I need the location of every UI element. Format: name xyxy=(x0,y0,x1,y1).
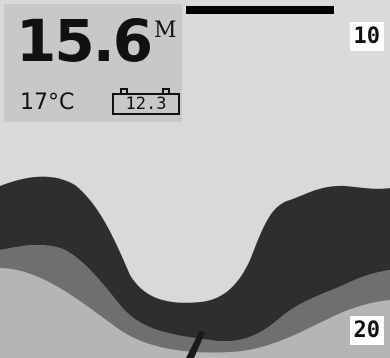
battery-body xyxy=(112,93,180,115)
range-scale-top: 10 xyxy=(349,22,384,51)
bottom-echo-band xyxy=(0,176,390,342)
battery-terminal-left xyxy=(120,88,128,94)
depth-readout: 15.6 xyxy=(16,7,153,75)
depth-unit: M xyxy=(154,18,177,43)
info-panel: 15.6 M 17°C 12.3 xyxy=(4,4,182,122)
status-bar xyxy=(186,6,334,14)
battery-icon: 12.3 xyxy=(112,88,184,116)
fish-arrow-icon xyxy=(186,330,205,358)
temperature-readout: 17°C xyxy=(20,90,75,115)
battery-voltage: 12.3 xyxy=(125,94,167,114)
mid-echo-band xyxy=(0,244,390,353)
battery-terminal-right xyxy=(162,88,170,94)
range-scale-bottom: 20 xyxy=(349,316,384,345)
